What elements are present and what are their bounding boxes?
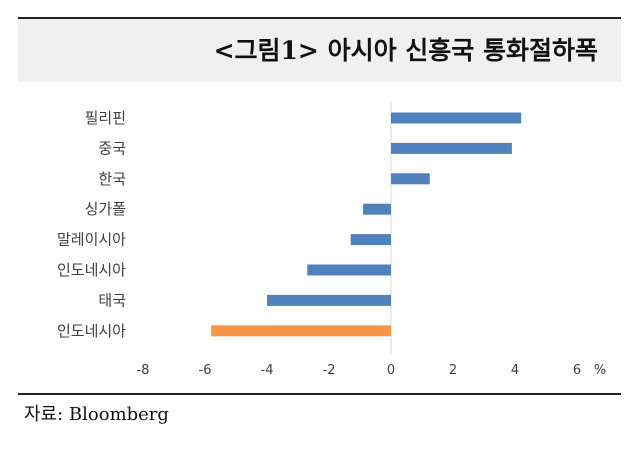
category-label-5: 인도네시아 — [57, 261, 126, 279]
bar-2 — [391, 173, 430, 185]
category-label-6: 태국 — [98, 291, 126, 309]
bar-4 — [350, 234, 391, 246]
source-note: 자료: Bloomberg — [24, 404, 169, 425]
bottom-rule — [18, 393, 621, 395]
title-band — [18, 19, 621, 82]
x-tick-label-7: 6 — [573, 363, 581, 378]
category-label-2: 한국 — [98, 170, 126, 188]
x-unit-label: % — [594, 363, 606, 378]
bar-6 — [267, 294, 391, 306]
x-tick-label-1: -6 — [199, 363, 212, 378]
bar-3 — [363, 203, 391, 215]
category-label-0: 필리핀 — [85, 109, 126, 127]
category-label-3: 싱가폴 — [85, 200, 126, 218]
x-tick-label-2: -4 — [261, 363, 274, 378]
chart-title: <그림1> 아시아 신흥국 통화절하폭 — [213, 36, 598, 65]
category-label-7: 인도네시아 — [57, 322, 126, 340]
top-rule — [18, 17, 621, 19]
bar-1 — [391, 142, 512, 154]
x-tick-label-6: 4 — [511, 363, 519, 378]
category-label-4: 말레이시아 — [57, 231, 126, 249]
x-tick-label-5: 2 — [449, 363, 457, 378]
x-tick-label-4: 0 — [387, 363, 395, 378]
category-label-1: 중국 — [98, 139, 126, 157]
x-tick-label-0: -8 — [137, 363, 150, 378]
bar-0 — [391, 112, 522, 124]
bar-7 — [211, 325, 391, 337]
bar-5 — [307, 264, 391, 276]
x-tick-label-3: -2 — [323, 363, 336, 378]
